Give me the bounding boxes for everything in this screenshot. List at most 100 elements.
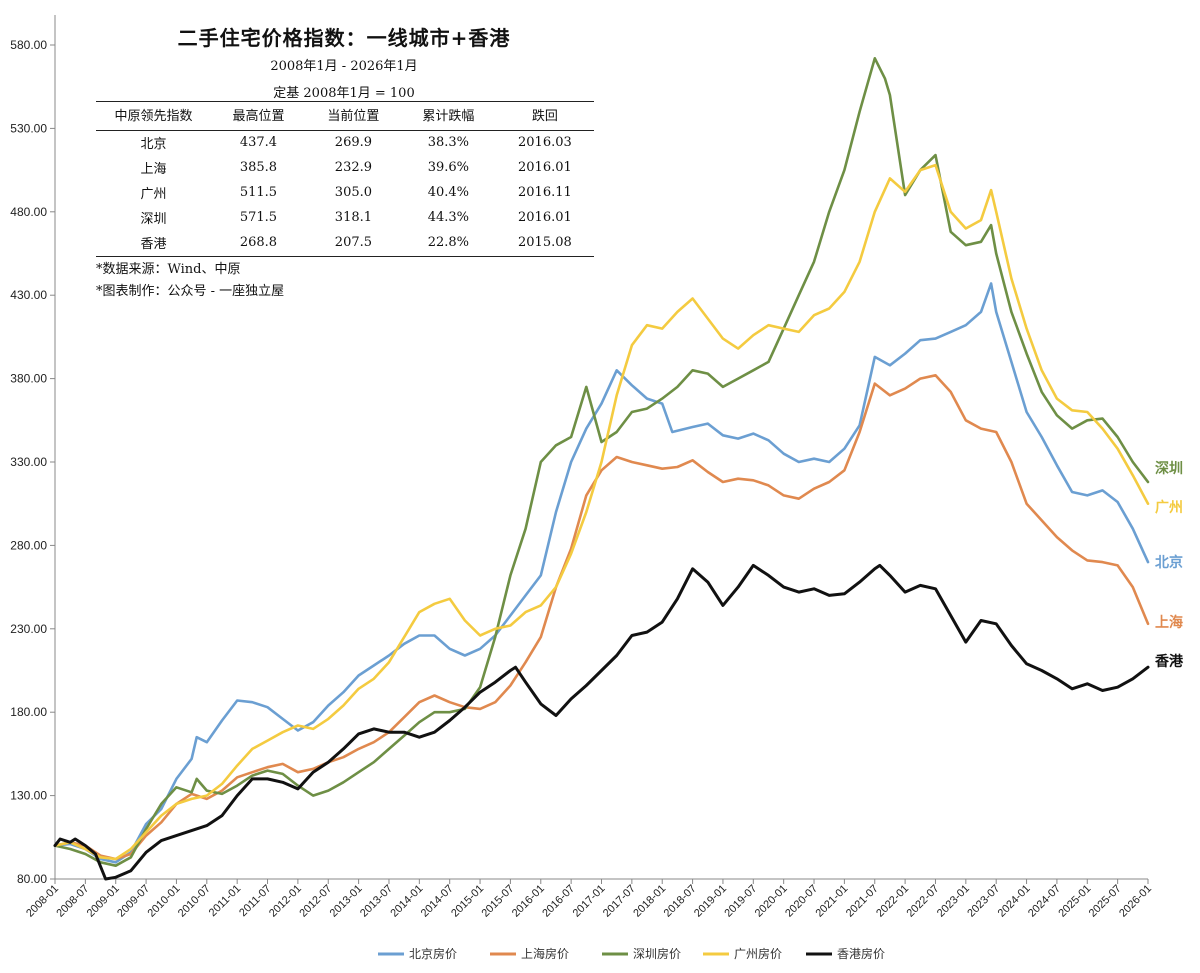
series-end-label: 香港: [1154, 653, 1184, 670]
x-tick-label: 2014-01: [388, 883, 425, 920]
x-tick-label: 2013-07: [358, 883, 395, 920]
y-tick-label: 380.00: [10, 372, 47, 386]
table-row: 上海 385.8 232.9 39.6% 2016.01: [96, 156, 594, 181]
x-tick-label: 2008-01: [24, 883, 61, 920]
x-tick-label: 2013-01: [328, 883, 365, 920]
table-row: 广州 511.5 305.0 40.4% 2016.11: [96, 181, 594, 206]
chart-title-block: 二手住宅价格指数：一线城市+香港 2008年1月 - 2026年1月 定基 20…: [96, 22, 592, 101]
column-header: 最高位置: [211, 101, 306, 131]
x-tick-label: 2025-07: [1087, 883, 1124, 920]
x-tick-label: 2020-07: [783, 883, 820, 920]
table-cell: 香港: [96, 231, 211, 257]
y-tick-label: 430.00: [10, 288, 47, 302]
table-cell: 305.0: [334, 185, 373, 200]
x-tick-label: 2023-01: [935, 883, 972, 920]
x-tick-label: 2012-07: [297, 883, 334, 920]
table-cell: 广州: [140, 187, 167, 202]
y-tick-label: 330.00: [10, 455, 47, 469]
table-header-row: 中原领先指数 最高位置 当前位置 累计跌幅 跌回: [96, 101, 594, 131]
x-tick-label: 2021-07: [844, 883, 881, 920]
table-row: 香港 268.8 207.5 22.8% 2015.08: [96, 231, 594, 257]
x-tick-label: 2019-07: [722, 883, 759, 920]
y-tick-label: 580.00: [10, 38, 47, 52]
y-tick-label: 230.00: [10, 622, 47, 636]
table-row: 深圳 571.5 318.1 44.3% 2016.01: [96, 206, 594, 231]
x-tick-label: 2010-01: [146, 883, 183, 920]
table-cell: 2016.03: [518, 135, 572, 150]
x-tick-label: 2024-07: [1026, 883, 1063, 920]
source-note: *数据来源：Wind、中原: [96, 262, 241, 277]
x-tick-label: 2012-01: [267, 883, 304, 920]
table-cell: 2016.01: [518, 210, 572, 225]
table-cell: 2015.08: [495, 231, 594, 257]
x-tick-label: 2014-07: [419, 883, 456, 920]
table-cell: 2016.01: [518, 160, 572, 175]
y-tick-label: 180.00: [10, 705, 47, 719]
table-cell: 269.9: [334, 135, 373, 150]
table-cell: 38.3%: [427, 135, 469, 150]
table-cell: 268.8: [211, 231, 306, 257]
series-line: [53, 57, 1150, 867]
column-header: 跌回: [495, 101, 594, 131]
legend-label: 香港房价: [837, 946, 885, 961]
x-tick-label: 2017-01: [571, 883, 608, 920]
x-tick-label: 2026-01: [1117, 883, 1154, 920]
summary-table: 中原领先指数 最高位置 当前位置 累计跌幅 跌回 北京 437.4 269.9 …: [96, 101, 594, 257]
series-line: [53, 282, 1150, 864]
series-line: [53, 374, 1150, 861]
table-cell: 511.5: [239, 185, 278, 200]
series-end-label: 北京: [1155, 554, 1183, 571]
x-tick-label: 2017-07: [601, 883, 638, 920]
series-end-label: 广州: [1155, 499, 1183, 516]
table-cell: 232.9: [334, 160, 373, 175]
x-tick-label: 2022-07: [905, 883, 942, 920]
x-tick-label: 2020-01: [753, 883, 790, 920]
chart-base-note: 定基 2008年1月 = 100: [273, 86, 415, 101]
table-cell: 北京: [140, 137, 167, 152]
legend-label: 深圳房价: [633, 946, 681, 961]
x-tick-label: 2016-07: [540, 883, 577, 920]
series-end-label: 深圳: [1155, 460, 1183, 477]
x-tick-label: 2025-01: [1056, 883, 1093, 920]
x-tick-label: 2021-01: [813, 883, 850, 920]
x-tick-label: 2024-01: [996, 883, 1033, 920]
column-header: 当前位置: [305, 101, 401, 131]
x-tick-label: 2009-01: [85, 883, 122, 920]
chart-date-range: 2008年1月 - 2026年1月: [270, 59, 418, 74]
x-tick-label: 2015-01: [449, 883, 486, 920]
table-cell: 上海: [140, 162, 167, 177]
y-tick-label: 480.00: [10, 205, 47, 219]
table-cell: 22.8%: [400, 231, 496, 257]
legend-label: 广州房价: [734, 946, 782, 961]
table-cell: 2016.11: [518, 185, 572, 200]
x-tick-label: 2011-01: [207, 883, 243, 919]
x-tick-label: 2016-01: [510, 883, 547, 920]
table-cell: 39.6%: [427, 160, 469, 175]
x-tick-label: 2008-07: [54, 883, 91, 920]
y-tick-label: 530.00: [10, 121, 47, 135]
series-end-label: 上海: [1155, 614, 1183, 631]
y-tick-label: 280.00: [10, 538, 47, 552]
x-tick-label: 2010-07: [176, 883, 213, 920]
table-cell: 571.5: [239, 210, 278, 225]
legend-label: 上海房价: [521, 946, 569, 961]
table-cell: 318.1: [334, 210, 373, 225]
chart-notes: *数据来源：Wind、中原 *图表制作：公众号 - 一座独立屋: [96, 259, 284, 303]
x-tick-label: 2018-01: [631, 883, 668, 920]
x-tick-label: 2019-01: [692, 883, 729, 920]
chart-title: 二手住宅价格指数：一线城市+香港: [177, 26, 511, 50]
table-cell: 40.4%: [427, 185, 469, 200]
maker-note: *图表制作：公众号 - 一座独立屋: [96, 284, 285, 299]
table-cell: 207.5: [305, 231, 401, 257]
table-cell: 385.8: [239, 160, 278, 175]
column-header: 中原领先指数: [96, 101, 211, 131]
table-cell: 44.3%: [427, 210, 469, 225]
x-tick-label: 2022-01: [874, 883, 911, 920]
column-header: 累计跌幅: [400, 101, 496, 131]
table-cell: 深圳: [140, 212, 167, 227]
table-row: 北京 437.4 269.9 38.3% 2016.03: [96, 131, 594, 157]
series-line: [53, 163, 1150, 861]
y-tick-label: 130.00: [10, 789, 47, 803]
table-cell: 437.4: [239, 135, 278, 150]
